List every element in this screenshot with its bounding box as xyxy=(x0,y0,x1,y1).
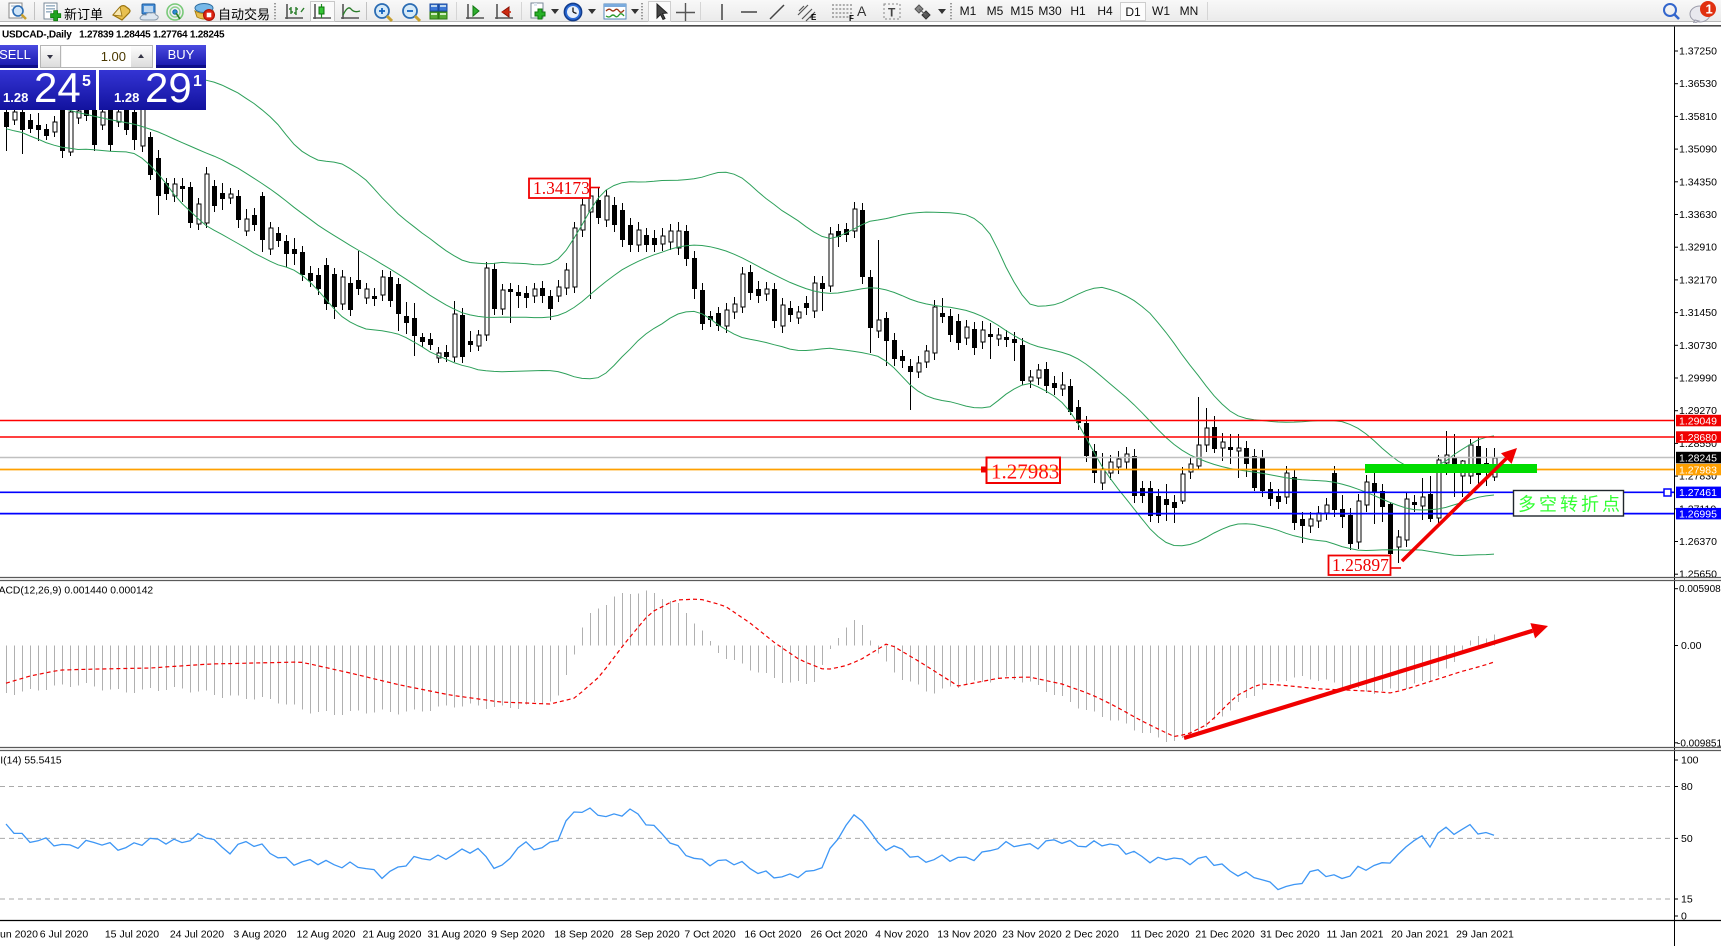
svg-text:4 Nov 2020: 4 Nov 2020 xyxy=(875,929,929,941)
svg-text:E: E xyxy=(811,13,817,22)
svg-text:1.25897: 1.25897 xyxy=(1332,555,1389,575)
svg-text:1.28245: 1.28245 xyxy=(1679,452,1717,464)
svg-text:1.35090: 1.35090 xyxy=(1679,144,1717,156)
svg-text:2 Dec 2020: 2 Dec 2020 xyxy=(1065,929,1119,941)
svg-text:1.34350: 1.34350 xyxy=(1679,176,1717,188)
svg-text:1.29049: 1.29049 xyxy=(1679,415,1717,427)
svg-text:多空转折点: 多空转折点 xyxy=(1518,495,1623,515)
svg-text:1.25650: 1.25650 xyxy=(1679,569,1717,581)
svg-text:23 Nov 2020: 23 Nov 2020 xyxy=(1002,929,1062,941)
svg-text:21 Dec 2020: 21 Dec 2020 xyxy=(1195,929,1255,941)
svg-text:18 Sep 2020: 18 Sep 2020 xyxy=(554,929,614,941)
svg-text:100: 100 xyxy=(1681,755,1699,767)
svg-text:1.26995: 1.26995 xyxy=(1679,508,1717,520)
svg-text:12 Aug 2020: 12 Aug 2020 xyxy=(297,929,356,941)
svg-text:31 Dec 2020: 31 Dec 2020 xyxy=(1260,929,1320,941)
svg-text:1.36530: 1.36530 xyxy=(1679,78,1717,90)
svg-text:16 Oct 2020: 16 Oct 2020 xyxy=(744,929,801,941)
svg-text:USDCAD-,Daily 1.27839 1.2844: USDCAD-,Daily 1.27839 1.28445 1.27764 1.… xyxy=(2,30,225,41)
svg-text:1.26370: 1.26370 xyxy=(1679,536,1717,548)
svg-text:7 Oct 2020: 7 Oct 2020 xyxy=(684,929,736,941)
svg-text:MACD(12,26,9) 0.001440 0.00014: MACD(12,26,9) 0.001440 0.000142 xyxy=(0,586,153,597)
svg-text:11 Dec 2020: 11 Dec 2020 xyxy=(1131,929,1190,941)
svg-text:80: 80 xyxy=(1681,781,1693,793)
svg-text:11 Jan 2021: 11 Jan 2021 xyxy=(1326,929,1383,941)
svg-text:1.28680: 1.28680 xyxy=(1679,432,1717,444)
svg-text:21 Aug 2020: 21 Aug 2020 xyxy=(363,929,422,941)
svg-text:1.30730: 1.30730 xyxy=(1679,340,1717,352)
svg-text:1: 1 xyxy=(1706,2,1713,17)
svg-text:1.29270: 1.29270 xyxy=(1679,405,1717,417)
svg-text:un 2020: un 2020 xyxy=(0,929,38,941)
svg-text:T: T xyxy=(888,6,896,20)
svg-text:0.00: 0.00 xyxy=(1681,640,1702,652)
svg-text:1.27983: 1.27983 xyxy=(991,460,1059,484)
svg-text:1.31450: 1.31450 xyxy=(1679,307,1717,319)
svg-text:1.27983: 1.27983 xyxy=(1679,464,1717,476)
svg-text:1.33630: 1.33630 xyxy=(1679,209,1717,221)
svg-text:1.35810: 1.35810 xyxy=(1679,111,1717,123)
svg-text:24 Jul 2020: 24 Jul 2020 xyxy=(170,929,224,941)
svg-text:26 Oct 2020: 26 Oct 2020 xyxy=(810,929,867,941)
svg-text:F: F xyxy=(849,14,854,22)
svg-text:1.29990: 1.29990 xyxy=(1679,373,1717,385)
svg-text:1.27461: 1.27461 xyxy=(1679,487,1717,499)
svg-text:20 Jan 2021: 20 Jan 2021 xyxy=(1391,929,1449,941)
svg-text:0: 0 xyxy=(1681,911,1687,923)
svg-text:6 Jul 2020: 6 Jul 2020 xyxy=(40,929,89,941)
svg-text:-0.009851: -0.009851 xyxy=(1677,738,1721,749)
svg-text:1.32170: 1.32170 xyxy=(1679,274,1717,286)
svg-text:13 Nov 2020: 13 Nov 2020 xyxy=(937,929,997,941)
svg-text:15: 15 xyxy=(1681,894,1693,906)
svg-text:29 Jan 2021: 29 Jan 2021 xyxy=(1456,929,1514,941)
svg-text:9 Sep 2020: 9 Sep 2020 xyxy=(491,929,545,941)
svg-text:50: 50 xyxy=(1681,833,1693,845)
svg-text:RSI(14) 55.5415: RSI(14) 55.5415 xyxy=(0,756,62,767)
svg-text:0.005908: 0.005908 xyxy=(1679,584,1721,595)
svg-text:1.32910: 1.32910 xyxy=(1679,242,1717,254)
svg-text:28 Sep 2020: 28 Sep 2020 xyxy=(620,929,680,941)
svg-text:1.34173: 1.34173 xyxy=(533,178,590,198)
svg-text:31 Aug 2020: 31 Aug 2020 xyxy=(428,929,487,941)
svg-text:15 Jul 2020: 15 Jul 2020 xyxy=(105,929,159,941)
svg-text:3 Aug 2020: 3 Aug 2020 xyxy=(233,929,286,941)
svg-text:1.37250: 1.37250 xyxy=(1679,46,1717,58)
